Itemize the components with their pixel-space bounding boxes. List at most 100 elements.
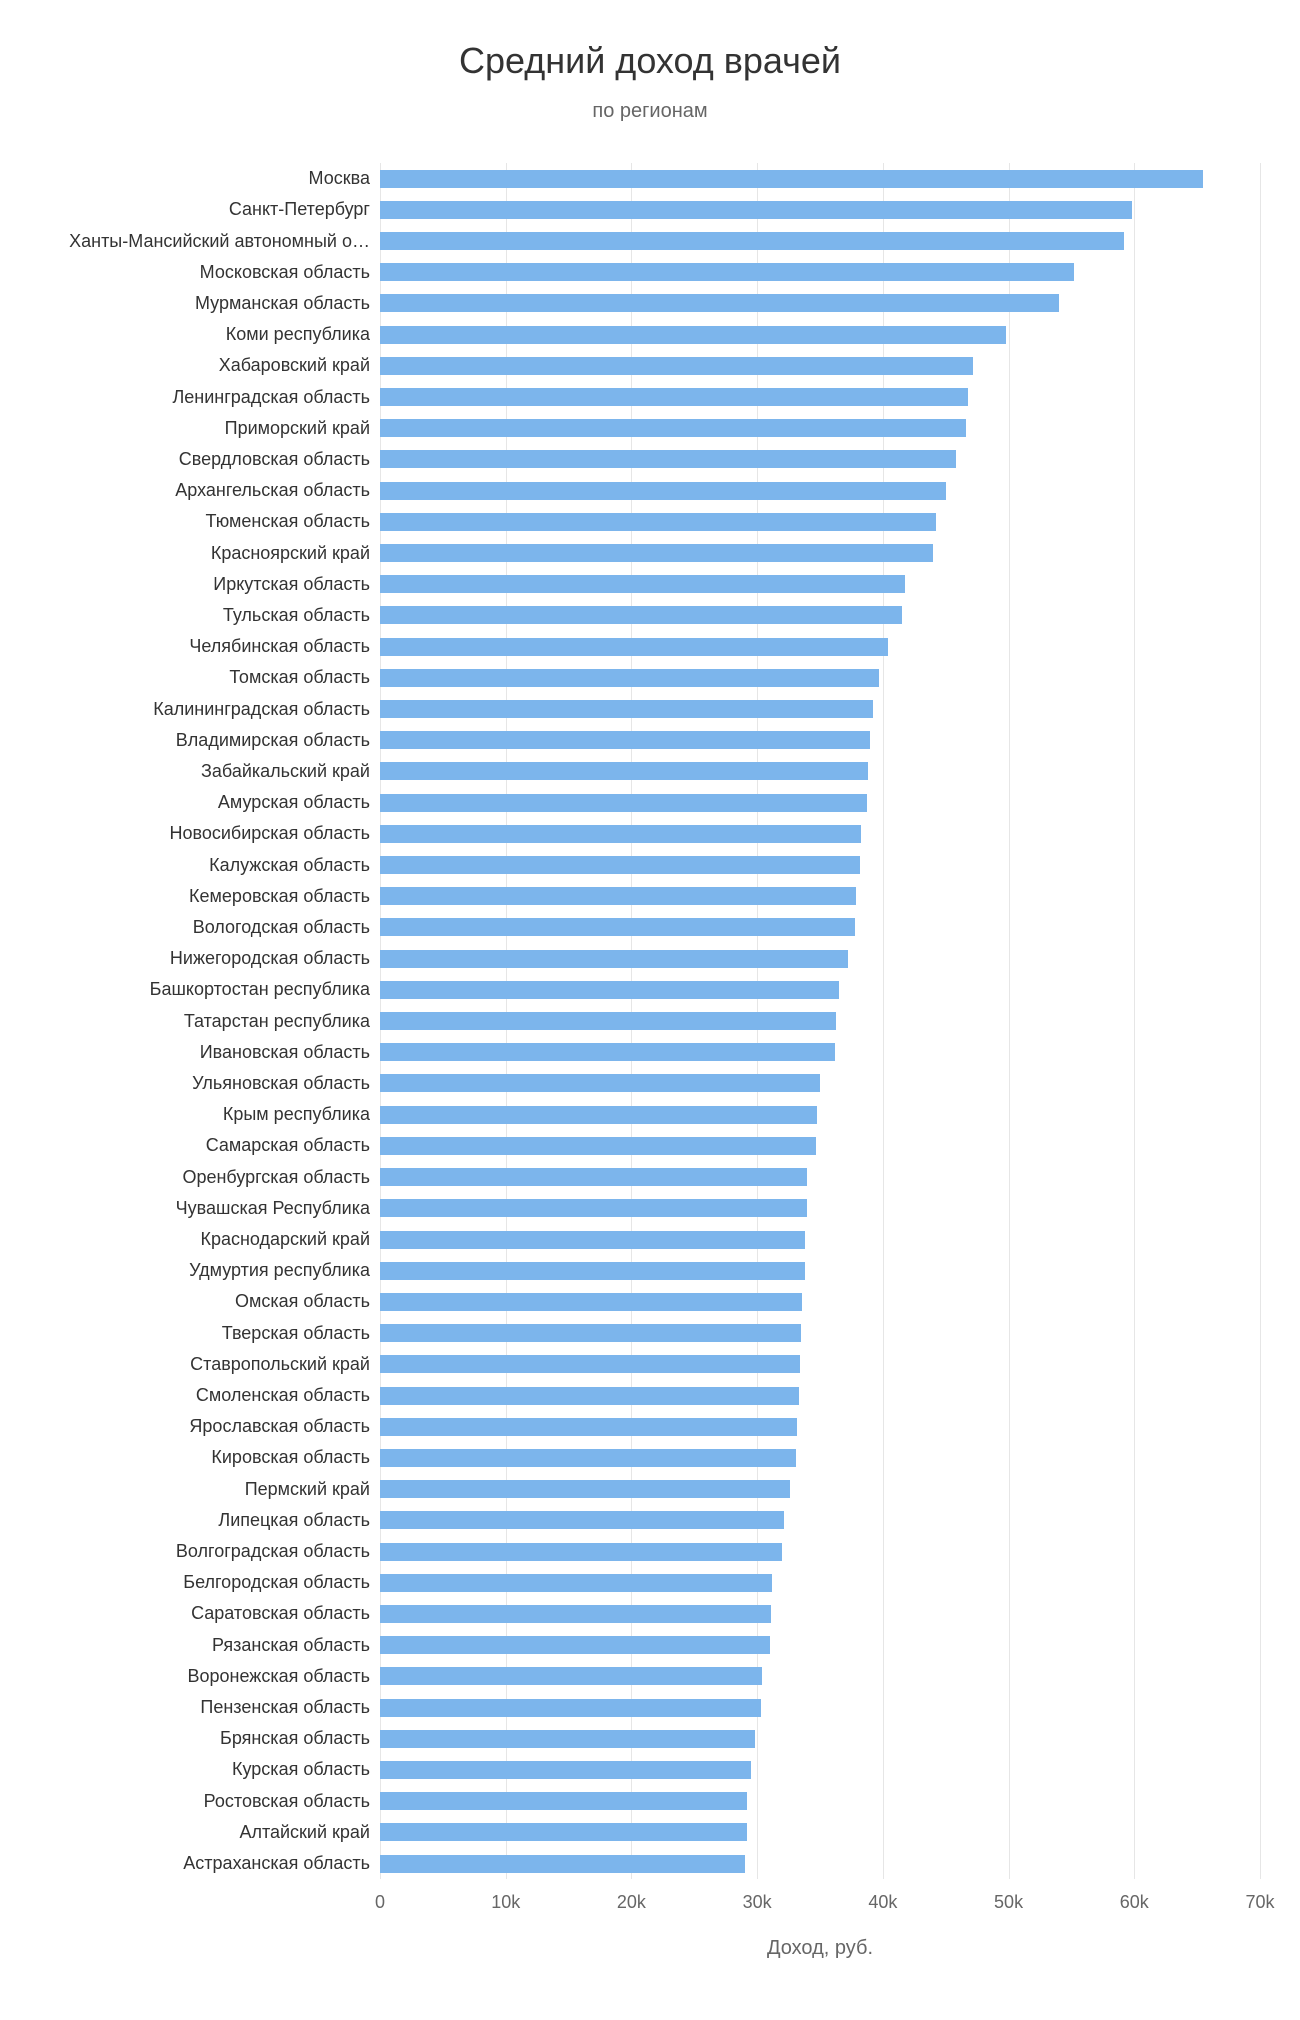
category-label: Санкт-Петербург	[40, 194, 370, 225]
bar-row	[380, 1068, 1260, 1099]
y-axis-labels: МоскваСанкт-ПетербургХанты-Мансийский ав…	[40, 163, 370, 1879]
bar	[380, 1449, 796, 1467]
category-label: Ленинградская область	[40, 381, 370, 412]
category-label: Липецкая область	[40, 1505, 370, 1536]
bar-row	[380, 849, 1260, 880]
bar	[380, 1511, 784, 1529]
x-tick-label: 30k	[743, 1892, 772, 1913]
bar-row	[380, 756, 1260, 787]
bar-row	[380, 319, 1260, 350]
x-axis-title: Доход, руб.	[380, 1937, 1260, 1960]
bar	[380, 1605, 771, 1623]
bar	[380, 294, 1059, 312]
chart-container: Средний доход врачей по регионам МоскваС…	[0, 0, 1300, 2020]
category-label: Нижегородская область	[40, 943, 370, 974]
bar-row	[380, 881, 1260, 912]
category-label: Смоленская область	[40, 1380, 370, 1411]
bar	[380, 1730, 755, 1748]
bar-row	[380, 413, 1260, 444]
category-label: Калининградская область	[40, 693, 370, 724]
x-tick-label: 60k	[1120, 1892, 1149, 1913]
category-label: Ставропольский край	[40, 1349, 370, 1380]
category-label: Свердловская область	[40, 444, 370, 475]
category-label: Астраханская область	[40, 1848, 370, 1879]
category-label: Забайкальский край	[40, 756, 370, 787]
category-label: Кемеровская область	[40, 881, 370, 912]
category-label: Башкортостан республика	[40, 974, 370, 1005]
bar	[380, 1231, 805, 1249]
category-label: Хабаровский край	[40, 350, 370, 381]
bar-row	[380, 1536, 1260, 1567]
bar	[380, 950, 848, 968]
category-label: Кировская область	[40, 1442, 370, 1473]
bar-row	[380, 1692, 1260, 1723]
category-label: Иркутская область	[40, 569, 370, 600]
bar-row	[380, 974, 1260, 1005]
category-label: Удмуртия республика	[40, 1255, 370, 1286]
bar	[380, 1855, 745, 1873]
bar	[380, 1480, 790, 1498]
category-label: Приморский край	[40, 413, 370, 444]
bar	[380, 887, 856, 905]
bar	[380, 1699, 761, 1717]
category-label: Ярославская область	[40, 1411, 370, 1442]
bars	[380, 163, 1260, 1879]
bar-row	[380, 1349, 1260, 1380]
category-label: Калужская область	[40, 849, 370, 880]
bar-row	[380, 1567, 1260, 1598]
bar	[380, 1355, 800, 1373]
category-label: Тюменская область	[40, 506, 370, 537]
bar	[380, 357, 973, 375]
bar	[380, 825, 861, 843]
category-label: Томская область	[40, 662, 370, 693]
category-label: Брянская область	[40, 1723, 370, 1754]
bar-row	[380, 1193, 1260, 1224]
bar-row	[380, 1474, 1260, 1505]
bar	[380, 263, 1074, 281]
bar-row	[380, 631, 1260, 662]
bar	[380, 731, 870, 749]
bar-row	[380, 1817, 1260, 1848]
bar-row	[380, 943, 1260, 974]
bar	[380, 513, 936, 531]
bar-row	[380, 1786, 1260, 1817]
bar-row	[380, 818, 1260, 849]
bar	[380, 1387, 799, 1405]
x-tick-label: 50k	[994, 1892, 1023, 1913]
bar-row	[380, 600, 1260, 631]
bar-row	[380, 1754, 1260, 1785]
category-label: Архангельская область	[40, 475, 370, 506]
x-gridline	[1260, 163, 1261, 1879]
bar	[380, 450, 956, 468]
bar-row	[380, 163, 1260, 194]
category-label: Московская область	[40, 257, 370, 288]
bar	[380, 326, 1006, 344]
bar	[380, 1199, 807, 1217]
bar-row	[380, 1005, 1260, 1036]
bar	[380, 918, 855, 936]
bar	[380, 606, 902, 624]
bar	[380, 1293, 802, 1311]
category-label: Пензенская область	[40, 1692, 370, 1723]
category-label: Волгоградская область	[40, 1536, 370, 1567]
bar-row	[380, 1411, 1260, 1442]
bar-row	[380, 662, 1260, 693]
bar	[380, 1636, 770, 1654]
bar	[380, 170, 1203, 188]
bar-row	[380, 569, 1260, 600]
category-label: Чувашская Республика	[40, 1193, 370, 1224]
category-label: Тверская область	[40, 1318, 370, 1349]
bar	[380, 1043, 835, 1061]
category-label: Владимирская область	[40, 725, 370, 756]
category-label: Челябинская область	[40, 631, 370, 662]
bar-row	[380, 725, 1260, 756]
bar-row	[380, 1442, 1260, 1473]
x-tick-label: 0	[375, 1892, 385, 1913]
category-label: Оренбургская область	[40, 1162, 370, 1193]
bar	[380, 388, 968, 406]
category-label: Красноярский край	[40, 537, 370, 568]
category-label: Воронежская область	[40, 1661, 370, 1692]
bar-row	[380, 1380, 1260, 1411]
bar-row	[380, 693, 1260, 724]
bar	[380, 201, 1132, 219]
